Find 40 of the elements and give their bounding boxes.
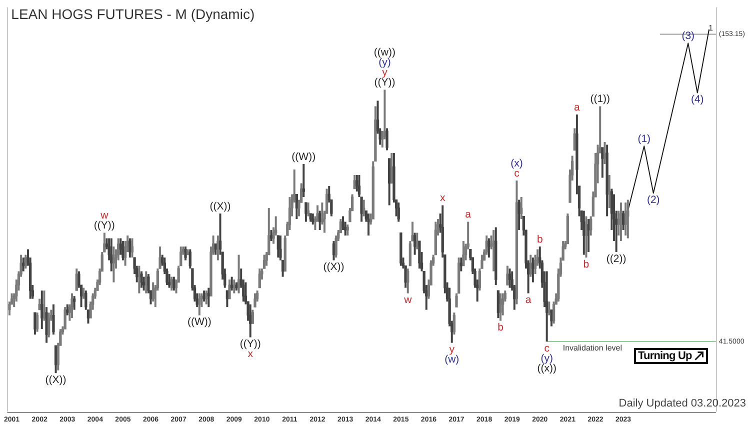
annotation: c [514, 167, 520, 180]
annotation: (1) [638, 133, 651, 146]
annotation: (4) [690, 94, 704, 106]
annotation: a [525, 294, 532, 306]
annotation: w [100, 210, 109, 222]
series-label: Invalidation level [562, 344, 622, 353]
annotation: (x) [510, 157, 523, 170]
annotation: (3) [682, 30, 695, 42]
annotation: ((Y)) [374, 76, 396, 89]
annotation: ((W)) [292, 150, 316, 163]
annotation: ((2)) [606, 252, 626, 265]
annotation: (y) [540, 352, 553, 364]
annotation: w [403, 294, 412, 306]
annotation: x [248, 348, 254, 360]
annotation: (2) [646, 194, 660, 206]
annotation: (w) [444, 354, 460, 366]
annotation: b [583, 258, 590, 270]
chart-title: LEAN HOGS FUTURES - M (Dynamic) [11, 6, 255, 22]
annotation: ((w)) [374, 46, 396, 59]
label-badge: Turning Up [634, 348, 708, 364]
annotation: y [382, 66, 388, 79]
annotation: ((x)) [537, 362, 556, 374]
annotation: b [498, 322, 504, 334]
annotation: Turning Up [638, 350, 692, 362]
annotation: a [574, 101, 580, 114]
annotation: b [536, 233, 543, 246]
annotation: ((1)) [590, 93, 610, 106]
annotation: (y) [378, 56, 391, 69]
annotation: x [440, 192, 446, 204]
annotation: y [449, 344, 456, 356]
annotation: ((W)) [187, 316, 212, 328]
annotation: ((Y)) [94, 220, 115, 232]
annotation: ((Y)) [240, 338, 261, 350]
annotation: Daily Updated 03.20.2023 [618, 398, 746, 410]
series-label: 1 [708, 24, 714, 32]
annotation: a [465, 208, 472, 221]
annotation: ((X)) [323, 261, 344, 274]
annotation: c [544, 342, 550, 354]
annotation: ((X)) [45, 374, 66, 386]
annotation: ((X)) [210, 200, 231, 212]
